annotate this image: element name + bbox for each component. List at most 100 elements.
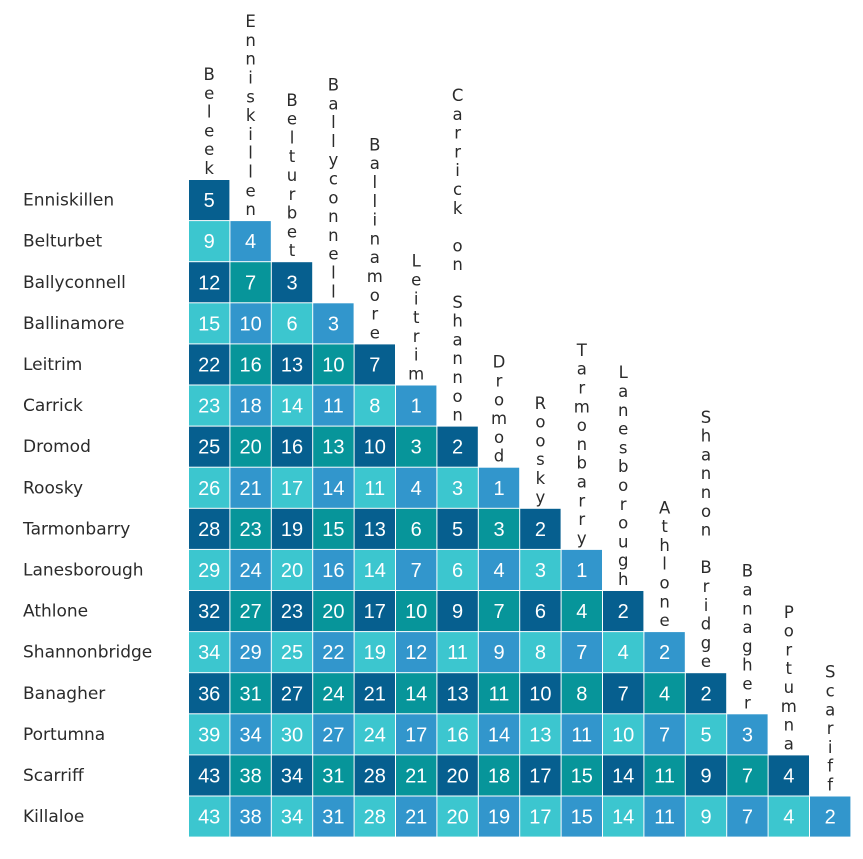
row-label: Portumna — [23, 725, 105, 745]
cell-value: 1 — [493, 478, 504, 500]
matrix-cell — [313, 426, 354, 467]
matrix-cell — [561, 591, 602, 632]
matrix-cell — [271, 632, 313, 673]
cell-value: 39 — [198, 724, 220, 746]
cell-value: 8 — [369, 396, 380, 418]
matrix-cell — [271, 591, 313, 632]
matrix-cell — [271, 508, 313, 549]
matrix-cell — [478, 714, 520, 755]
matrix-cell — [271, 714, 313, 755]
matrix-cell — [396, 632, 437, 673]
matrix-cell — [313, 303, 354, 344]
cell-value: 34 — [239, 724, 261, 746]
cell-value: 11 — [364, 478, 385, 500]
matrix-cell — [354, 632, 395, 673]
matrix-cell — [313, 344, 354, 385]
row-label: Belturbet — [23, 232, 103, 252]
cell-value: 19 — [488, 807, 510, 829]
cell-value: 22 — [198, 354, 220, 376]
cell-value: 17 — [364, 601, 386, 623]
cell-value: 12 — [405, 642, 427, 664]
cell-value: 17 — [529, 765, 551, 787]
matrix-cell — [396, 755, 437, 796]
matrix-cell — [478, 591, 520, 632]
matrix-cell — [189, 344, 230, 385]
matrix-cell — [520, 673, 561, 714]
row-label: Shannonbridge — [23, 643, 152, 663]
cell-value: 10 — [364, 437, 386, 459]
cell-value: 4 — [245, 231, 256, 253]
cell-value: 4 — [576, 601, 587, 623]
cell-value: 14 — [612, 765, 634, 787]
matrix-cell — [230, 591, 271, 632]
matrix-cell — [437, 673, 478, 714]
matrix-cell — [396, 796, 437, 837]
cell-value: 6 — [286, 313, 297, 335]
cell-value: 6 — [452, 560, 463, 582]
cell-value: 7 — [742, 807, 753, 829]
matrix-cell — [189, 221, 230, 262]
matrix-cell — [603, 591, 644, 632]
cell-value: 43 — [198, 807, 220, 829]
matrix-cell — [520, 591, 561, 632]
cell-value: 11 — [323, 396, 344, 418]
matrix-cell — [271, 673, 313, 714]
row-label: Carrick — [23, 396, 83, 416]
matrix-cell — [189, 796, 230, 837]
cell-value: 27 — [281, 683, 303, 705]
cell-value: 2 — [700, 683, 711, 705]
matrix-cell — [271, 303, 313, 344]
cell-value: 4 — [618, 642, 629, 664]
cell-value: 9 — [204, 231, 215, 253]
cell-value: 17 — [405, 724, 427, 746]
cell-value: 2 — [825, 807, 836, 829]
matrix-cell — [644, 714, 685, 755]
cell-value: 9 — [700, 807, 711, 829]
matrix-cell — [478, 755, 520, 796]
matrix-cell — [230, 714, 271, 755]
cell-value: 16 — [239, 354, 261, 376]
matrix-cell — [478, 508, 520, 549]
matrix-cell — [189, 385, 230, 426]
matrix-cell — [396, 591, 437, 632]
cell-value: 34 — [198, 642, 220, 664]
matrix-cell — [313, 385, 354, 426]
matrix-cell — [603, 714, 644, 755]
matrix-cell — [561, 549, 602, 590]
row-label: Tarmonbarry — [22, 519, 130, 539]
cell-value: 5 — [204, 190, 215, 212]
matrix-cell — [313, 632, 354, 673]
matrix-cell — [437, 755, 478, 796]
cell-value: 16 — [446, 724, 468, 746]
row-label: Roosky — [23, 478, 83, 498]
matrix-cell — [396, 549, 437, 590]
cell-value: 7 — [659, 724, 670, 746]
cell-value: 20 — [281, 560, 303, 582]
cell-value: 15 — [322, 519, 344, 541]
cell-value: 31 — [322, 765, 344, 787]
row-label: Enniskillen — [23, 191, 114, 211]
matrix-cell — [810, 796, 851, 837]
matrix-cell — [644, 632, 685, 673]
row-label: Lanesborough — [23, 560, 144, 580]
matrix-cell — [271, 385, 313, 426]
cell-value: 14 — [612, 807, 634, 829]
cell-value: 13 — [529, 724, 551, 746]
matrix-cell — [354, 673, 395, 714]
cell-value: 4 — [411, 478, 422, 500]
cell-value: 2 — [659, 642, 670, 664]
cell-value: 10 — [405, 601, 427, 623]
cell-value: 19 — [281, 519, 303, 541]
cell-value: 4 — [783, 765, 794, 787]
cell-value: 13 — [446, 683, 468, 705]
cell-value: 34 — [281, 765, 303, 787]
matrix-cell — [230, 262, 271, 303]
matrix-cell — [478, 673, 520, 714]
matrix-cell — [313, 714, 354, 755]
